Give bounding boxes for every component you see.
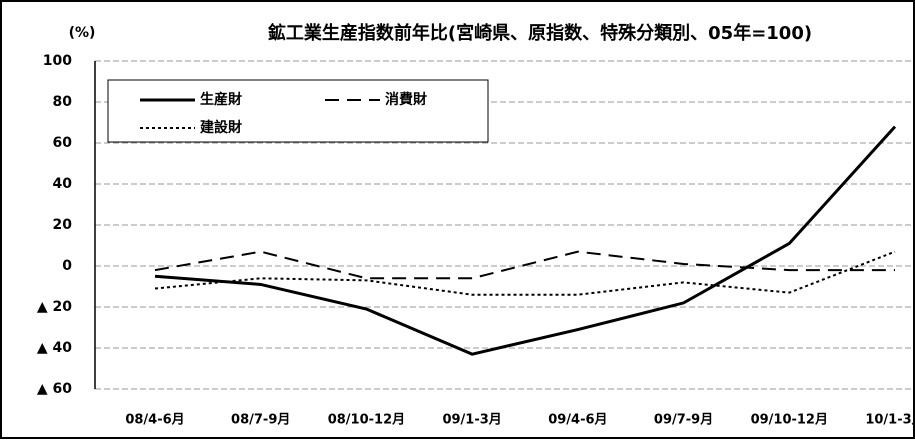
legend-box [107,79,489,143]
legend-label: 生産財 [200,91,242,108]
y-tick-label: 80 [53,94,73,110]
y-tick-label: ▲ 20 [37,299,72,315]
y-unit-label: (%) [69,25,96,41]
x-tick-label: 08/4-6月 [125,413,184,428]
x-tick-label: 09/10-12月 [751,413,828,428]
x-tick-label: 09/4-6月 [548,413,607,428]
y-tick-label: ▲ 60 [37,381,72,397]
x-tick-label: 08/7-9月 [231,413,290,428]
x-tick-label: 08/10-12月 [328,413,405,428]
series-line [154,125,897,356]
x-tick-label: 09/7-9月 [654,413,713,428]
y-tick-label: ▲ 40 [37,340,72,356]
legend-label: 消費財 [385,91,427,108]
y-tick-label: 20 [53,217,73,233]
legend-label: 建設財 [200,119,242,136]
y-tick-label: 0 [62,258,72,274]
y-tick-label: 60 [53,135,73,151]
x-tick-label: 09/1-3月 [442,413,501,428]
series-line [154,250,896,296]
x-tick-label: 10/1-3月 [865,413,915,428]
y-tick-label: 40 [53,176,73,192]
series-line [154,250,895,280]
chart-title: 鉱工業生産指数前年比(宮崎県、原指数、特殊分類別、05年=100) [268,22,812,44]
y-tick-label: 100 [43,53,72,69]
